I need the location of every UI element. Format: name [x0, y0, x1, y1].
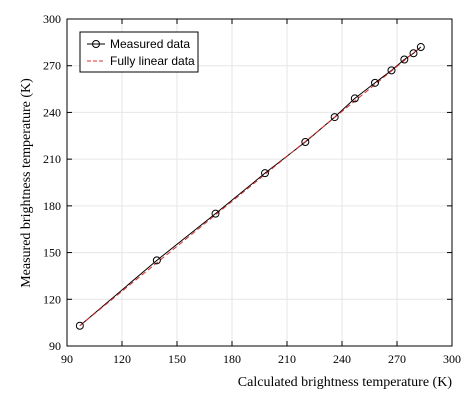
measured-data-point [350, 94, 359, 103]
measured-data-point [409, 49, 418, 58]
legend-measured-marker [92, 40, 100, 48]
measured-data-line [79, 46, 422, 327]
legend-label-measured: Measured data [110, 37, 190, 51]
measured-data-point [416, 43, 425, 52]
measured-data-point [261, 169, 269, 178]
axis-ticks: 90 120 150 180 210 240 270 300 90 120 150 180 210 240… [43, 12, 461, 366]
x-tick-label: 210 [278, 352, 296, 366]
x-tick-label: 90 [61, 352, 73, 366]
series-layer [75, 43, 425, 330]
x-tick-label: 180 [223, 352, 241, 366]
legend-box [79, 31, 199, 73]
measured-data-point [75, 321, 84, 330]
y-tick-label: 270 [43, 59, 61, 73]
y-tick-label: 180 [43, 199, 61, 213]
measured-data-point [301, 138, 310, 147]
plot-frame [66, 18, 453, 347]
fully-linear-line [79, 46, 422, 327]
x-tick-label: 270 [388, 352, 406, 366]
y-tick-label: 210 [43, 152, 61, 166]
measured-data-point [400, 55, 409, 64]
x-tick-label: 240 [333, 352, 351, 366]
measured-data-point [211, 209, 220, 218]
measured-data-point [387, 66, 396, 75]
y-tick-label: 150 [43, 246, 61, 260]
x-tick-label: 120 [113, 352, 131, 366]
legend-label-linear: Fully linear data [110, 54, 195, 68]
y-tick-label: 300 [43, 12, 61, 26]
measured-data-point [330, 113, 339, 122]
y-tick-label: 120 [43, 292, 61, 306]
grid-lines [66, 18, 453, 347]
y-axis-title: Measured brightness temperature (K) [19, 78, 34, 288]
x-axis-title: Calculated brightness temperature (K) [238, 375, 453, 390]
legend: Measured data Fully linear data [79, 31, 199, 73]
y-tick-label: 240 [43, 105, 61, 119]
x-tick-label: 300 [443, 352, 461, 366]
measured-data-point [371, 78, 379, 87]
x-tick-label: 150 [168, 352, 186, 366]
y-tick-label: 90 [49, 339, 61, 353]
measured-data-point [152, 256, 161, 265]
